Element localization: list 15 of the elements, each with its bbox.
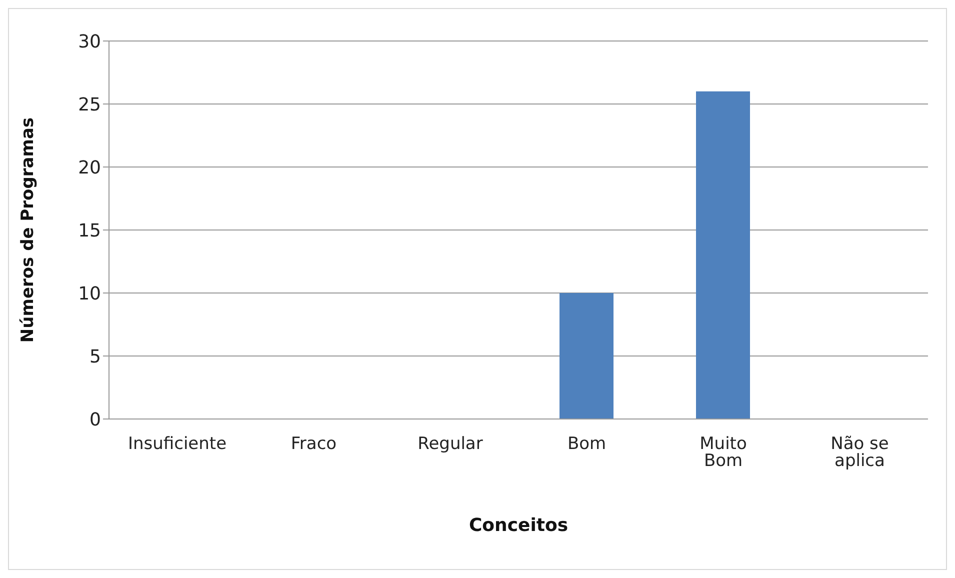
x-tick-label: Regular [418,434,483,454]
x-tick-label: Muito Bom [700,434,747,472]
y-tick-label: 30 [78,31,101,52]
x-tick-label: Bom [567,434,606,454]
x-axis-title: Conceitos [468,515,568,536]
y-tick-label: 10 [78,283,101,304]
y-tick-label: 5 [90,346,101,368]
x-tick-label: Fraco [290,434,337,454]
y-axis-title: Números de Programas [18,117,38,343]
y-tick-label: 0 [90,409,101,430]
x-tick-label: Insuficiente [128,434,227,454]
x-tick-label: Não se aplica [830,434,889,472]
y-tick-label: 20 [78,157,101,178]
y-tick-label: 15 [78,220,101,242]
y-tick-label: 25 [78,94,101,116]
